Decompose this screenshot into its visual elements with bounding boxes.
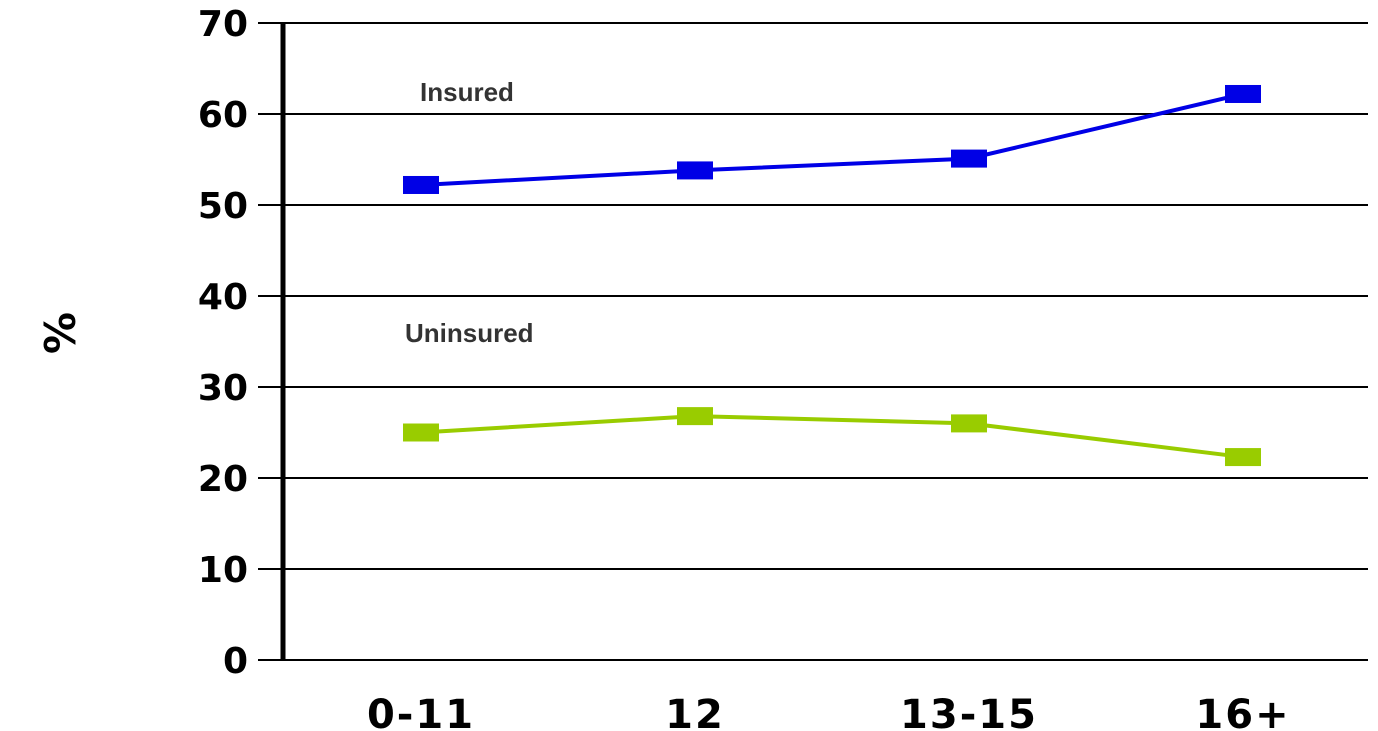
series-label-uninsured: Uninsured [405, 318, 534, 348]
data-point-marker [677, 407, 713, 426]
data-point-marker [403, 175, 439, 194]
data-point-marker [951, 414, 987, 433]
y-tick-label: 50 [198, 186, 248, 227]
data-point-marker [1225, 448, 1261, 467]
x-tick-label: 13-15 [900, 692, 1038, 731]
y-tick-label: 70 [198, 4, 248, 45]
y-tick-label: 40 [198, 277, 248, 318]
y-tick-labels: 0 10 20 30 40 50 60 70 [198, 4, 248, 682]
x-tick-label: 12 [665, 692, 725, 731]
data-point-marker [403, 423, 439, 442]
y-tick-label: 60 [198, 95, 248, 136]
y-tick-label: 30 [198, 368, 248, 409]
y-axis-label: % [34, 312, 83, 354]
x-tick-label: 16+ [1195, 692, 1290, 731]
gridlines [258, 22, 1368, 661]
series [403, 84, 1261, 467]
y-tick-label: 10 [198, 550, 248, 591]
y-tick-label: 20 [198, 459, 248, 500]
y-tick-label: 0 [223, 641, 248, 682]
series-label-insured: Insured [420, 77, 514, 107]
series-insured [403, 84, 1261, 194]
x-tick-labels: 0-11 12 13-15 16+ [367, 692, 1290, 731]
data-point-marker [951, 149, 987, 168]
data-point-marker [677, 161, 713, 180]
data-point-marker [1225, 84, 1261, 103]
series-line [420, 414, 1244, 460]
series-line [420, 92, 1244, 187]
series-labels: Insured Uninsured [405, 77, 534, 348]
series-uninsured [403, 407, 1261, 467]
x-tick-label: 0-11 [367, 692, 475, 731]
